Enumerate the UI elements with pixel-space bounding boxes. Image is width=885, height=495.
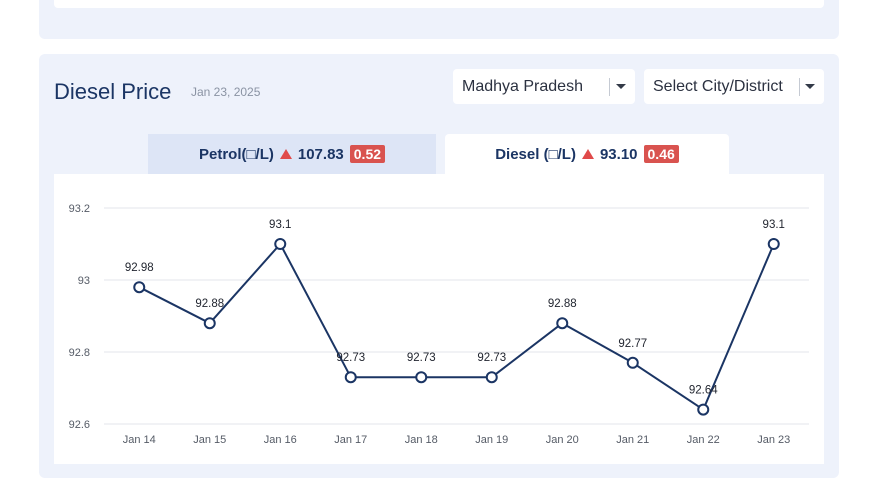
data-point bbox=[274, 238, 287, 250]
diesel-price-card: Diesel Price Jan 23, 2025 Madhya Pradesh… bbox=[39, 54, 839, 478]
y-tick-label: 92.8 bbox=[69, 347, 90, 359]
y-tick-label: 93 bbox=[78, 275, 90, 287]
x-tick-label: Jan 20 bbox=[546, 434, 579, 446]
city-select-placeholder: Select City/District bbox=[653, 78, 783, 95]
tab-petrol[interactable]: Petrol(□/L) 107.83 0.52 bbox=[148, 134, 436, 174]
x-tick-label: Jan 14 bbox=[123, 434, 156, 446]
x-tick-label: Jan 22 bbox=[687, 434, 720, 446]
x-tick-label: Jan 18 bbox=[405, 434, 438, 446]
data-point bbox=[485, 371, 498, 384]
card-date: Jan 23, 2025 bbox=[191, 85, 261, 99]
data-point bbox=[133, 281, 146, 294]
y-tick-label: 93.2 bbox=[69, 203, 90, 215]
data-point bbox=[626, 356, 639, 369]
trend-up-icon bbox=[581, 149, 594, 159]
x-tick-label: Jan 15 bbox=[193, 434, 226, 446]
state-select-value: Madhya Pradesh bbox=[462, 78, 583, 95]
diesel-change-badge: 0.46 bbox=[643, 145, 679, 163]
y-tick-label: 92.6 bbox=[69, 419, 90, 431]
previous-card-content bbox=[54, 0, 824, 8]
data-label: 92.73 bbox=[477, 352, 506, 364]
data-label: 92.73 bbox=[407, 352, 436, 364]
petrol-price: 107.83 bbox=[297, 145, 344, 163]
chevron-down-icon[interactable] bbox=[616, 84, 626, 89]
data-label: 93.1 bbox=[763, 219, 785, 231]
trend-up-icon bbox=[279, 149, 292, 159]
data-label: 92.88 bbox=[195, 298, 224, 310]
data-label: 93.1 bbox=[269, 219, 291, 231]
state-select-divider bbox=[609, 78, 610, 96]
data-label: 92.88 bbox=[548, 298, 577, 310]
x-tick-label: Jan 17 bbox=[334, 434, 367, 446]
x-tick-label: Jan 23 bbox=[757, 434, 790, 446]
diesel-price: 93.10 bbox=[599, 145, 638, 163]
diesel-price-line bbox=[138, 243, 775, 411]
price-line-chart: 92.6 92.8 93 93.2 Jan 14 Jan 15 Jan 16 Jan 17 Ja… bbox=[69, 203, 809, 446]
data-point bbox=[767, 238, 780, 250]
x-tick-label: Jan 16 bbox=[264, 434, 297, 446]
x-tick-label: Jan 21 bbox=[616, 434, 649, 446]
data-label: 92.77 bbox=[618, 338, 647, 350]
diesel-tab-label: Diesel (□/L) bbox=[495, 145, 576, 163]
data-label: 92.64 bbox=[689, 385, 718, 397]
data-label: 92.98 bbox=[125, 262, 154, 274]
x-tick-label: Jan 19 bbox=[475, 434, 508, 446]
data-label: 92.73 bbox=[336, 352, 365, 364]
city-select[interactable]: Select City/District bbox=[644, 69, 824, 104]
previous-card bbox=[39, 0, 839, 39]
data-point bbox=[697, 403, 710, 416]
price-chart-area: 92.6 92.8 93 93.2 Jan 14 Jan 15 Jan 16 Jan 17 Ja… bbox=[54, 174, 824, 464]
city-select-divider bbox=[799, 78, 800, 96]
chevron-down-icon[interactable] bbox=[805, 84, 815, 89]
data-point bbox=[344, 371, 357, 384]
data-point bbox=[203, 317, 216, 330]
data-point bbox=[415, 371, 428, 384]
card-title: Diesel Price bbox=[54, 79, 172, 104]
petrol-tab-label: Petrol(□/L) bbox=[198, 145, 274, 163]
state-select[interactable]: Madhya Pradesh bbox=[453, 69, 635, 104]
tab-diesel[interactable]: Diesel (□/L) 93.10 0.46 bbox=[445, 134, 729, 174]
petrol-change-badge: 0.52 bbox=[349, 145, 386, 163]
data-point bbox=[556, 317, 569, 330]
